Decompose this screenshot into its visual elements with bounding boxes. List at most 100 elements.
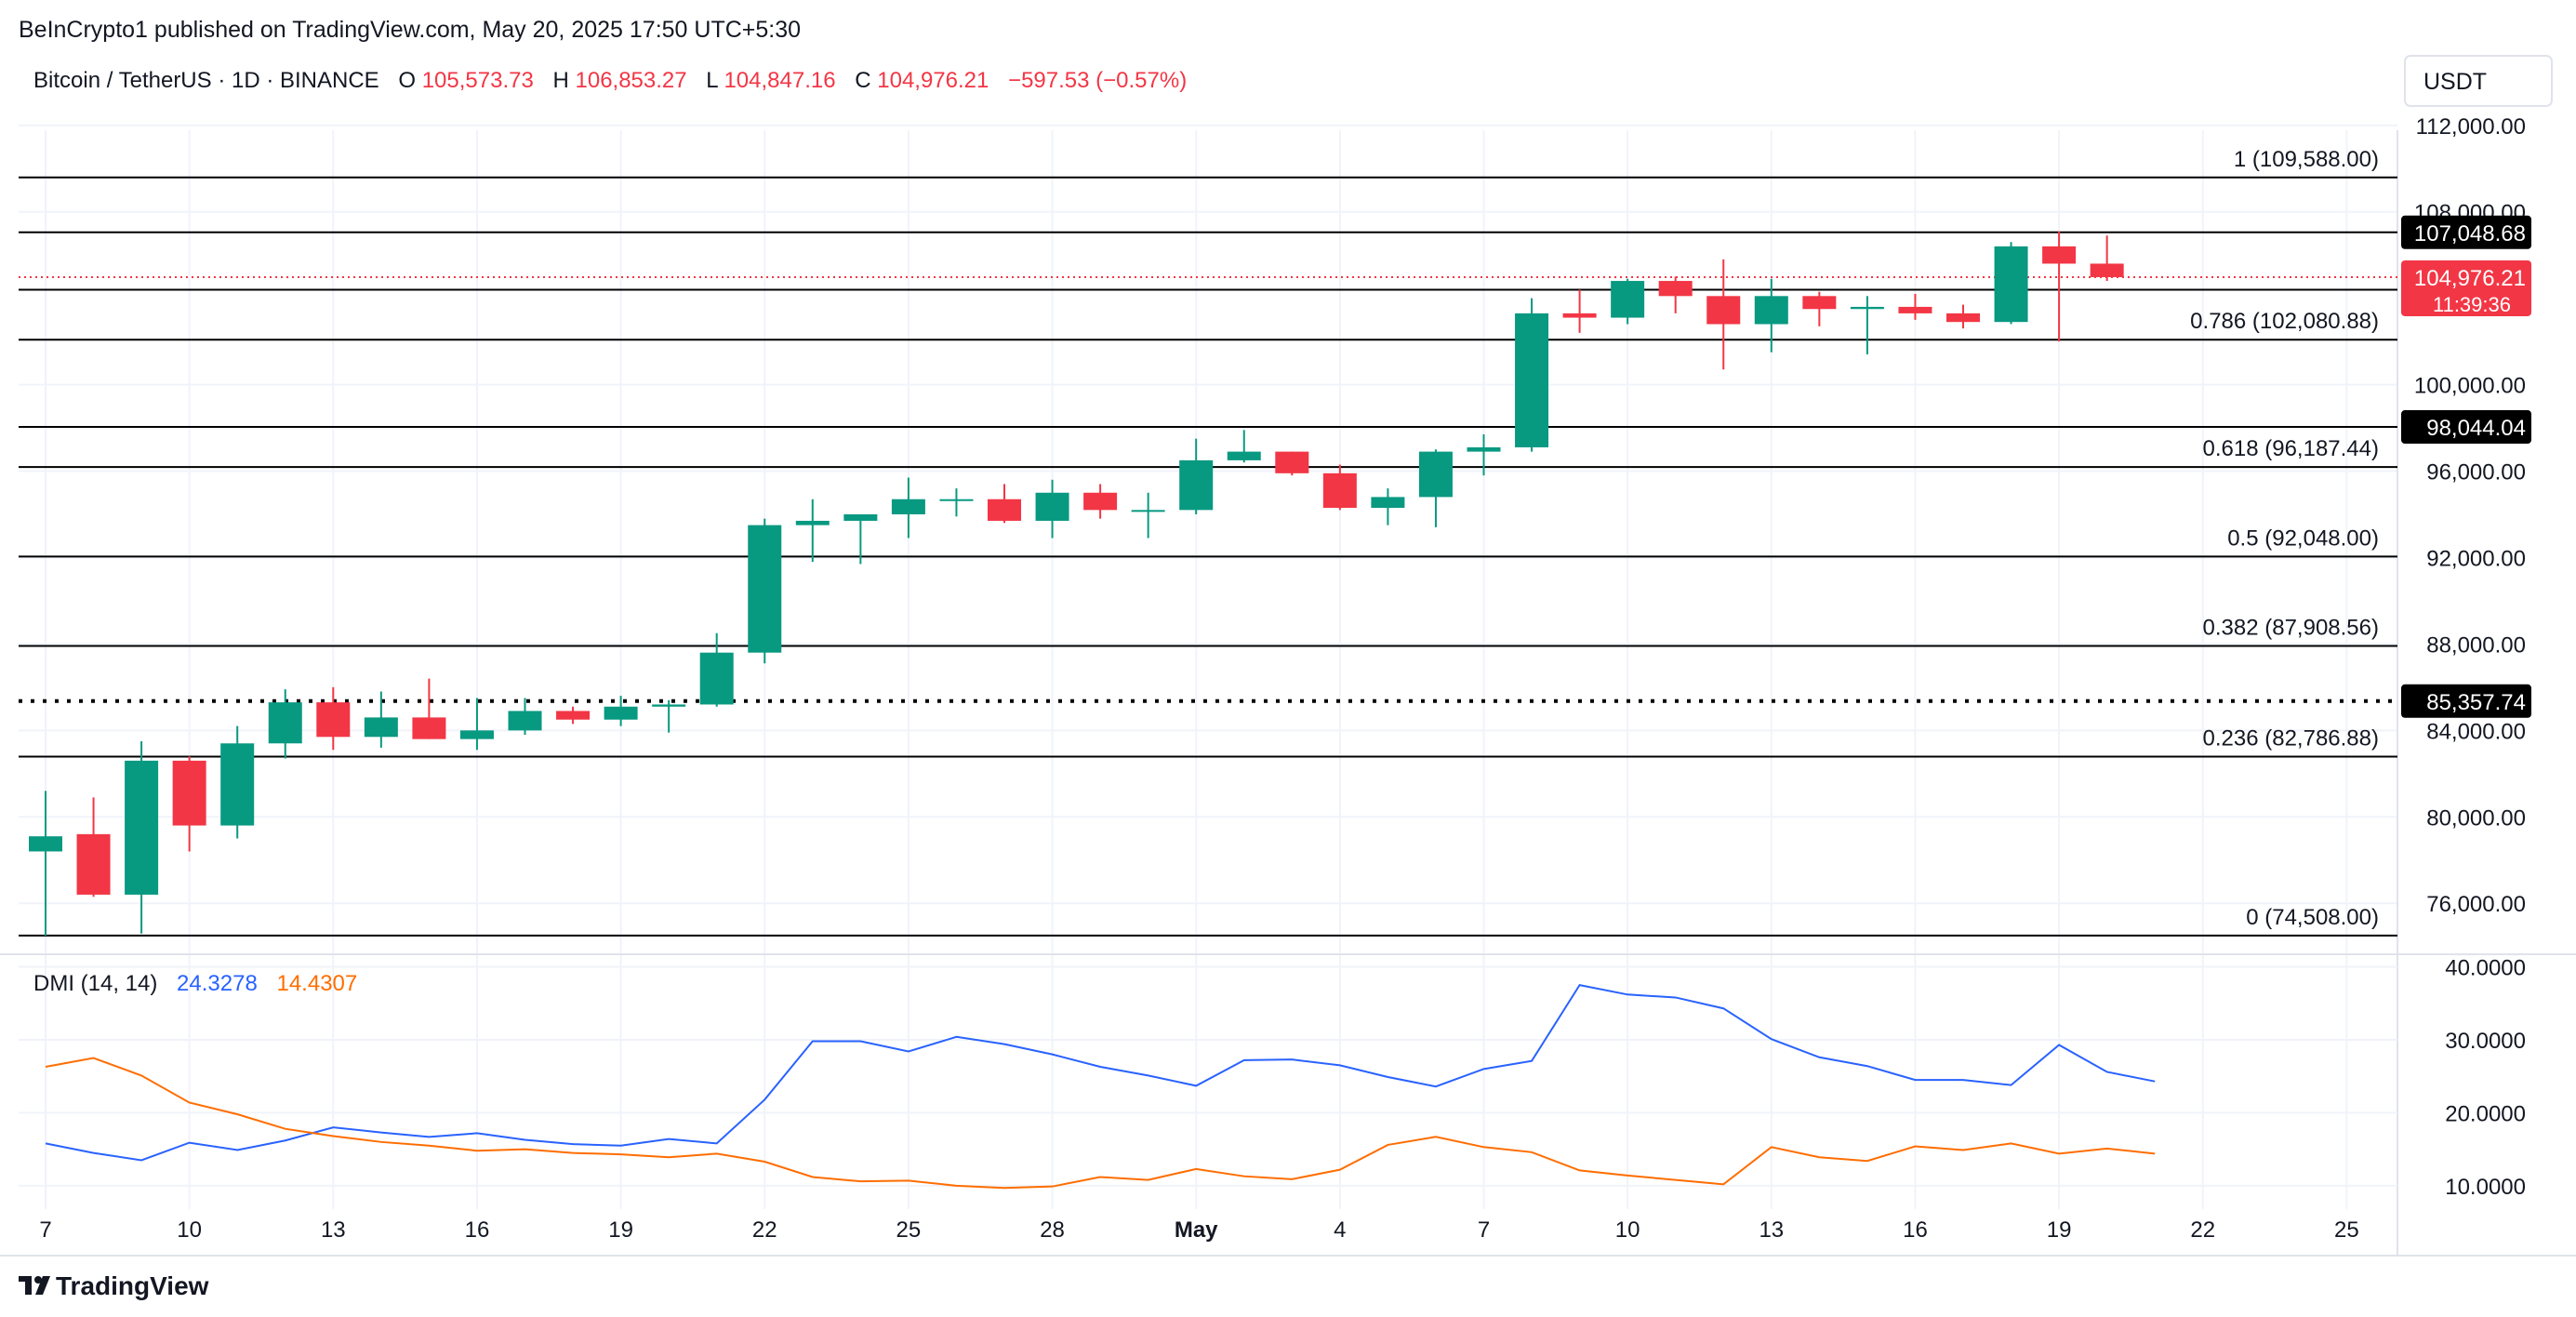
candle <box>316 686 351 751</box>
dmi-legend[interactable]: DMI (14, 14) 24.3278 14.4307 <box>33 971 357 996</box>
candle <box>1227 430 1261 463</box>
fib-level-label: 0 (74,508.00) <box>2246 905 2379 930</box>
x-axis-tick-label: 19 <box>608 1217 633 1243</box>
candle-body <box>795 520 830 525</box>
candle-body <box>891 499 925 514</box>
candle <box>1275 451 1309 476</box>
currency-button[interactable]: USDT <box>2404 55 2553 107</box>
grid-layer <box>0 124 2576 1257</box>
close-value: 104,976.21 <box>877 68 989 93</box>
candle <box>2042 231 2077 342</box>
tradingview-logo[interactable]: TradingView <box>19 1271 209 1300</box>
dmi-y-tick-label: 40.0000 <box>2445 955 2526 980</box>
symbol-name[interactable]: Bitcoin / TetherUS · 1D · BINANCE <box>33 68 379 93</box>
candle <box>1706 259 1741 370</box>
dmi-title[interactable]: DMI (14, 14) <box>33 971 157 996</box>
price-line-label-bg <box>2401 684 2531 718</box>
high-value: 106,853.27 <box>576 68 687 93</box>
candle-body <box>1754 296 1788 325</box>
candle <box>1515 298 1549 452</box>
y-axis-tick-label: 112,000.00 <box>2416 114 2526 140</box>
fibonacci-retracement[interactable]: 1 (109,588.00) 0.786 (102,080.88) 0.618 (9… <box>19 147 2397 937</box>
candle-body <box>125 760 159 895</box>
fib-level-label: 0.382 (87,908.56) <box>2203 616 2379 641</box>
candle-body <box>1179 459 1214 511</box>
x-axis-tick-label: 7 <box>1478 1217 1490 1243</box>
candle-body <box>1467 446 1501 452</box>
candle <box>1131 492 1165 539</box>
low-label: L <box>706 68 718 93</box>
candle <box>364 691 398 748</box>
candle <box>29 791 62 937</box>
candle <box>268 689 302 759</box>
price-line-label: 85,357.74 <box>2426 690 2526 715</box>
candle <box>843 513 878 565</box>
dmi-y-tick-label: 20.0000 <box>2445 1101 2526 1126</box>
candle-body <box>652 704 686 707</box>
candle-body <box>1562 313 1597 318</box>
candle <box>172 756 206 852</box>
dmi-y-tick-label: 10.0000 <box>2445 1175 2526 1200</box>
candlestick-series <box>29 231 2124 937</box>
candle <box>988 484 1021 524</box>
candle-body <box>604 706 638 720</box>
candle-body <box>2090 263 2124 277</box>
candle-body <box>939 499 974 501</box>
candle <box>1083 484 1118 519</box>
candle <box>1371 488 1405 525</box>
candle-body <box>1227 451 1261 460</box>
candle-body <box>459 730 494 739</box>
candle-body <box>268 702 302 744</box>
y-axis-tick-label: 80,000.00 <box>2426 805 2526 831</box>
dmi-indicator <box>45 983 2156 1190</box>
y-axis-tick-label: 92,000.00 <box>2426 546 2526 571</box>
legend-line[interactable]: Bitcoin / TetherUS · 1D · BINANCE O 105,… <box>33 68 1187 93</box>
x-axis-tick-label: 4 <box>1334 1217 1346 1243</box>
dmi-minus-line <box>45 1057 2156 1190</box>
price-line-label-bg <box>2401 215 2531 249</box>
candle-body <box>76 833 111 895</box>
dmi-plus-value: 24.3278 <box>177 971 258 996</box>
candle-body <box>748 525 782 653</box>
x-axis-tick-label: 13 <box>321 1217 346 1243</box>
dmi-y-tick-label: 30.0000 <box>2445 1029 2526 1054</box>
candle <box>1994 242 2028 325</box>
y-axis-tick-label: 100,000.00 <box>2414 374 2526 399</box>
change-value: −597.53 (−0.57%) <box>1008 68 1187 93</box>
candle <box>604 696 638 726</box>
candle <box>1658 276 1693 313</box>
x-axis-tick-label: 16 <box>1903 1217 1928 1243</box>
candle <box>1322 464 1357 511</box>
candle-body <box>1850 306 1884 310</box>
candle-body <box>364 717 398 738</box>
candle <box>795 499 830 563</box>
candle <box>220 725 255 839</box>
candle <box>699 632 734 707</box>
candle-body <box>1802 296 1837 310</box>
price-line-label-bg <box>2401 410 2531 445</box>
candle-body <box>1658 281 1693 297</box>
candle-body <box>1611 281 1645 318</box>
candle <box>459 698 494 751</box>
candle <box>556 706 591 725</box>
x-axis-tick-label: 25 <box>896 1217 922 1243</box>
candle-body <box>1035 492 1069 521</box>
candle <box>1754 278 1788 353</box>
candle-body <box>1898 306 1932 313</box>
tradingview-brand[interactable]: TradingView <box>56 1271 209 1300</box>
candle-body <box>1371 497 1405 509</box>
x-axis-tick-label: 19 <box>2047 1217 2072 1243</box>
candle-body <box>1322 472 1357 509</box>
axes: 7 10 13 16 19 22 25 28 May 4 7 10 13 16 19 22 25 112,000.… <box>39 114 2531 1243</box>
x-axis-tick-label: 16 <box>465 1217 490 1243</box>
fib-level-label: 0.618 (96,187.44) <box>2203 436 2379 461</box>
x-axis-tick-label: 22 <box>752 1217 777 1243</box>
tradingview-logo-icon <box>19 1276 50 1295</box>
candle-body <box>172 760 206 826</box>
currency-label[interactable]: USDT <box>2423 69 2487 95</box>
x-axis-tick-label: May <box>1175 1217 1218 1243</box>
candle <box>125 740 159 934</box>
candle-body <box>1706 296 1741 325</box>
candle <box>939 488 974 517</box>
candle-body <box>1515 313 1549 447</box>
